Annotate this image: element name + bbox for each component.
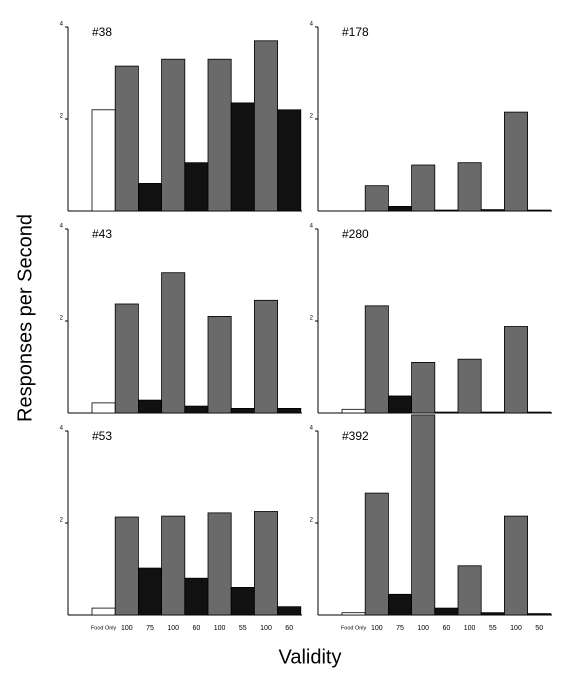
bar xyxy=(230,587,255,616)
x-tick-label: 100 xyxy=(167,625,179,632)
x-tick-label: 100 xyxy=(464,625,476,632)
y-tick-label: 4 xyxy=(60,426,64,432)
x-tick-label: Food Only xyxy=(91,625,117,631)
bar xyxy=(161,272,186,414)
y-tick-label: 4 xyxy=(60,224,64,230)
x-tick-label: 55 xyxy=(489,625,497,632)
x-tick-label: 100 xyxy=(214,625,226,632)
bar xyxy=(480,209,505,212)
bar xyxy=(457,162,482,212)
bar xyxy=(230,102,255,212)
x-tick-label: 60 xyxy=(285,625,293,632)
bar xyxy=(137,399,162,414)
y-tick-label: 4 xyxy=(310,224,314,230)
x-tick-label: 100 xyxy=(371,625,383,632)
panel-title: #178 xyxy=(342,25,369,39)
bar xyxy=(137,182,162,212)
y-tick-label: 2 xyxy=(310,518,314,524)
bar xyxy=(207,58,232,212)
bar xyxy=(364,305,389,414)
x-tick-label: 100 xyxy=(510,625,522,632)
y-tick-label: 2 xyxy=(60,518,64,524)
y-tick-label: 2 xyxy=(60,316,64,322)
bar xyxy=(503,111,528,212)
bar xyxy=(253,511,278,616)
x-tick-label: 100 xyxy=(121,625,133,632)
y-tick-label: 4 xyxy=(60,22,64,28)
bar xyxy=(503,515,528,616)
bar xyxy=(207,512,232,616)
bar xyxy=(91,402,116,414)
bar xyxy=(230,407,255,414)
x-tick-label: 100 xyxy=(260,625,272,632)
y-tick-label: 4 xyxy=(310,426,314,432)
x-tick-label: 100 xyxy=(417,625,429,632)
y-tick-label: 4 xyxy=(310,22,314,28)
bar xyxy=(91,607,116,616)
bar xyxy=(161,515,186,616)
bar xyxy=(91,109,116,212)
bar xyxy=(387,593,412,616)
bar xyxy=(480,411,505,414)
bar xyxy=(364,492,389,616)
bar xyxy=(411,361,436,414)
x-tick-label: Food Only xyxy=(341,625,367,631)
x-tick-label: 60 xyxy=(443,625,451,632)
bar xyxy=(184,405,209,414)
bar xyxy=(527,613,552,616)
bar xyxy=(527,411,552,414)
bar xyxy=(114,303,139,414)
bar xyxy=(457,358,482,414)
bar xyxy=(434,607,459,616)
bar xyxy=(207,315,232,414)
x-tick-label: 75 xyxy=(146,625,154,632)
bar xyxy=(411,164,436,212)
bar xyxy=(184,162,209,212)
bar xyxy=(364,185,389,212)
x-tick-label: 55 xyxy=(239,625,247,632)
bar xyxy=(161,58,186,212)
panel-title: #392 xyxy=(342,429,369,443)
bar xyxy=(341,408,366,414)
bar xyxy=(434,209,459,212)
bar xyxy=(527,209,552,212)
panel-title: #38 xyxy=(92,25,112,39)
bar xyxy=(277,407,302,414)
bar xyxy=(341,612,366,616)
bar xyxy=(277,606,302,616)
x-tick-label: 50 xyxy=(535,625,543,632)
panel-title: #280 xyxy=(342,227,369,241)
bar xyxy=(411,414,436,616)
bar xyxy=(480,612,505,616)
bar xyxy=(387,205,412,212)
panel-title: #53 xyxy=(92,429,112,443)
bar xyxy=(114,516,139,616)
y-tick-label: 2 xyxy=(310,316,314,322)
bar xyxy=(457,565,482,616)
bar xyxy=(114,65,139,212)
bar xyxy=(137,567,162,616)
y-tick-label: 2 xyxy=(310,114,314,120)
bar xyxy=(434,411,459,414)
y-axis-label: Responses per Second xyxy=(14,214,36,422)
bar xyxy=(503,326,528,414)
panel-title: #43 xyxy=(92,227,112,241)
bar xyxy=(184,577,209,616)
bar xyxy=(253,40,278,212)
x-axis-label: Validity xyxy=(279,646,342,668)
x-tick-label: 75 xyxy=(396,625,404,632)
y-tick-label: 2 xyxy=(60,114,64,120)
bar xyxy=(387,395,412,414)
x-tick-label: 60 xyxy=(193,625,201,632)
bar xyxy=(277,109,302,212)
bar xyxy=(253,299,278,414)
